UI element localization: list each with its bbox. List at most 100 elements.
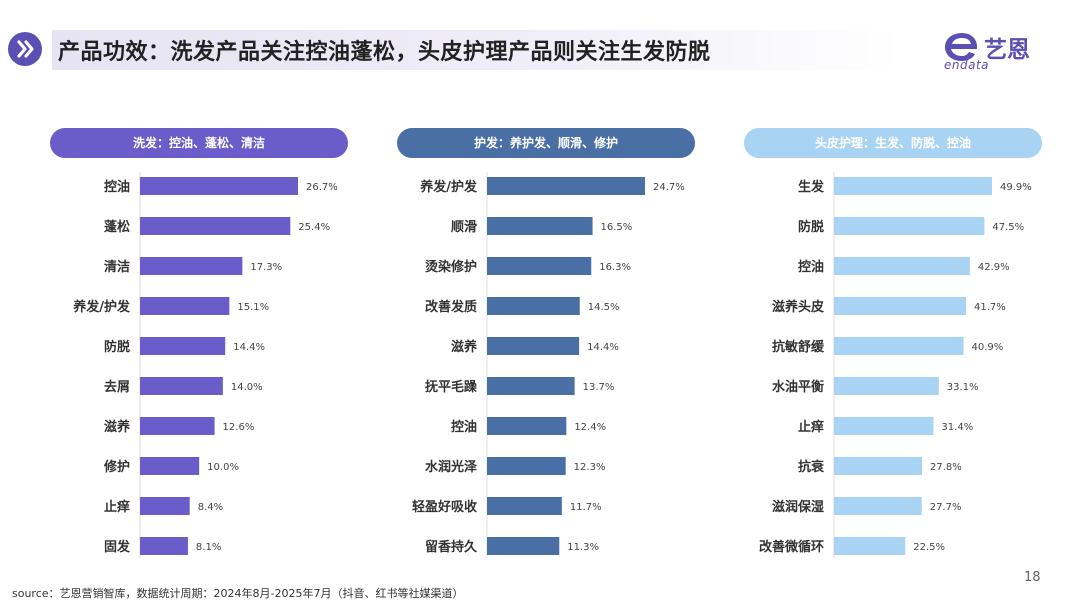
bar <box>834 217 985 235</box>
bar <box>140 337 226 355</box>
value-label: 27.8% <box>930 462 962 473</box>
value-label: 31.4% <box>941 422 973 433</box>
value-label: 14.0% <box>231 382 263 393</box>
value-label: 8.1% <box>196 542 221 553</box>
logo-subtext: endata <box>944 58 990 72</box>
value-label: 10.0% <box>207 462 239 473</box>
bar <box>140 177 298 195</box>
bar-chart-shampoo: 控油 26.7% 蓬松 25.4% 清洁 17.3% 养发/护发 15.1% 防脱 14.4% 去屑… <box>72 172 338 558</box>
bar <box>834 297 967 315</box>
category-label: 顺滑 <box>451 219 477 235</box>
value-label: 12.3% <box>574 462 606 473</box>
category-label: 抗敏舒缓 <box>772 339 825 355</box>
bar-chart-conditioner: 养发/护发 24.7% 顺滑 16.5% 烫染修护 16.3% 改善发质 14.5% 滋养 14.… <box>412 172 685 558</box>
chevron-double-right-icon <box>8 32 42 66</box>
category-label: 水油平衡 <box>772 379 824 395</box>
bar <box>140 537 188 555</box>
value-label: 14.4% <box>587 342 619 353</box>
category-label: 固发 <box>104 539 131 555</box>
category-label: 烫染修护 <box>425 259 477 275</box>
value-label: 14.4% <box>233 342 265 353</box>
bar <box>834 177 992 195</box>
chart-title: 头皮护理：生发、防脱、控油 <box>744 128 1042 158</box>
bar-chart-scalp-care: 生发 49.9% 防脱 47.5% 控油 42.9% 滋养头皮 41.7% 抗敏舒缓 40.9% 水… <box>759 172 1032 558</box>
category-label: 留香持久 <box>425 539 478 555</box>
bar <box>140 497 190 515</box>
category-label: 滋养 <box>451 339 478 355</box>
category-label: 控油 <box>104 179 130 195</box>
category-label: 抗衰 <box>798 459 825 475</box>
value-label: 33.1% <box>947 382 979 393</box>
chart-panel-scalp-care: 头皮护理：生发、防脱、控油 生发 49.9% 防脱 47.5% 控油 42.9% 滋养头皮 4… <box>744 128 1042 558</box>
value-label: 42.9% <box>978 262 1010 273</box>
category-label: 养发/护发 <box>72 299 131 315</box>
category-label: 滋润保湿 <box>772 499 824 515</box>
value-label: 11.3% <box>567 542 599 553</box>
bar <box>140 457 200 475</box>
category-label: 去屑 <box>104 379 130 395</box>
value-label: 11.7% <box>570 502 602 513</box>
bar <box>140 217 291 235</box>
chart-title: 洗发：控油、蓬松、清洁 <box>50 128 348 158</box>
bar <box>487 297 580 315</box>
bar <box>487 217 593 235</box>
category-label: 控油 <box>798 259 824 275</box>
value-label: 12.6% <box>223 422 255 433</box>
category-label: 改善微循环 <box>759 539 824 555</box>
category-label: 止痒 <box>798 419 824 435</box>
value-label: 47.5% <box>992 222 1024 233</box>
chart-panel-conditioner: 护发：养护发、顺滑、修护 养发/护发 24.7% 顺滑 16.5% 烫染修护 16.3% 改… <box>397 128 695 558</box>
bar <box>140 257 243 275</box>
value-label: 12.4% <box>574 422 606 433</box>
logo: 艺恩 endata <box>938 28 1058 74</box>
value-label: 8.4% <box>198 502 223 513</box>
bar <box>487 177 645 195</box>
value-label: 24.7% <box>653 182 685 193</box>
value-label: 40.9% <box>972 342 1004 353</box>
value-label: 16.3% <box>599 262 631 273</box>
bar <box>140 377 223 395</box>
logo-text: 艺恩 <box>984 37 1030 63</box>
bar <box>487 337 580 355</box>
value-label: 17.3% <box>250 262 282 273</box>
bar <box>834 417 934 435</box>
bar <box>834 537 906 555</box>
bar <box>487 497 562 515</box>
category-label: 水润光泽 <box>425 459 478 475</box>
bar <box>834 457 923 475</box>
category-label: 生发 <box>798 179 825 195</box>
bar <box>834 337 964 355</box>
bar <box>487 377 575 395</box>
category-label: 蓬松 <box>104 219 130 235</box>
category-label: 控油 <box>451 419 477 435</box>
header: 产品功效：洗发产品关注控油蓬松，头皮护理产品则关注生发防脱 艺恩 endata <box>0 26 1080 78</box>
category-label: 滋养头皮 <box>772 299 824 315</box>
bar <box>140 417 215 435</box>
value-label: 16.5% <box>601 222 633 233</box>
category-label: 改善发质 <box>425 299 477 315</box>
title-band <box>52 30 900 70</box>
category-label: 滋养 <box>104 419 131 435</box>
page-number: 18 <box>1024 570 1041 585</box>
bar <box>487 257 592 275</box>
bar <box>834 497 922 515</box>
endata-logo-icon <box>945 33 978 61</box>
value-label: 13.7% <box>583 382 615 393</box>
page-title: 产品功效：洗发产品关注控油蓬松，头皮护理产品则关注生发防脱 <box>58 40 711 65</box>
value-label: 41.7% <box>974 302 1006 313</box>
chart-panel-shampoo: 洗发：控油、蓬松、清洁 控油 26.7% 蓬松 25.4% 清洁 17.3% 养发/护发 15… <box>50 128 348 558</box>
category-label: 止痒 <box>104 499 130 515</box>
bar <box>487 537 560 555</box>
value-label: 22.5% <box>913 542 945 553</box>
value-label: 26.7% <box>306 182 338 193</box>
category-label: 轻盈好吸收 <box>412 499 478 515</box>
bar <box>834 377 939 395</box>
value-label: 15.1% <box>237 302 269 313</box>
bar <box>487 417 567 435</box>
value-label: 14.5% <box>588 302 620 313</box>
bar <box>487 457 566 475</box>
bar <box>834 257 970 275</box>
value-label: 27.7% <box>930 502 962 513</box>
category-label: 清洁 <box>104 259 130 275</box>
source-note: source：艺恩营销智库，数据统计周期：2024年8月-2025年7月（抖音、… <box>12 587 464 600</box>
